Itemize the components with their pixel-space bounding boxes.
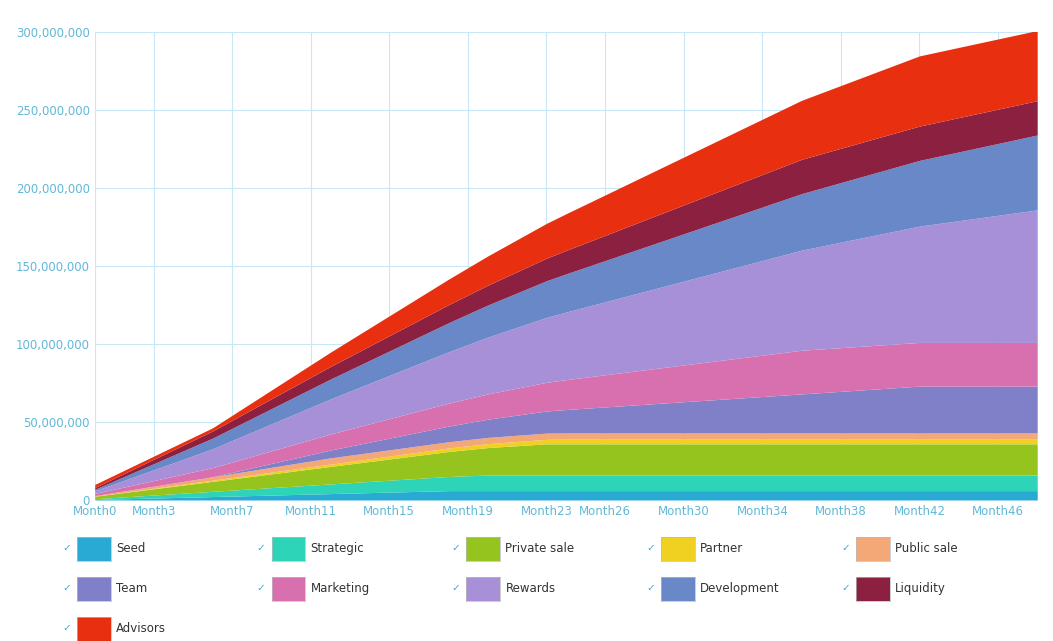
Text: Public sale: Public sale (895, 542, 957, 554)
Text: Partner: Partner (700, 542, 743, 554)
Text: Private sale: Private sale (505, 542, 575, 554)
Text: ✓: ✓ (647, 583, 655, 594)
Text: Rewards: Rewards (505, 582, 556, 595)
Text: ✓: ✓ (841, 543, 850, 553)
Text: Team: Team (116, 582, 147, 595)
Text: Advisors: Advisors (116, 622, 165, 635)
Text: ✓: ✓ (452, 543, 460, 553)
Text: Seed: Seed (116, 542, 145, 554)
Text: Marketing: Marketing (311, 582, 370, 595)
Text: ✓: ✓ (62, 623, 71, 633)
Text: ✓: ✓ (647, 543, 655, 553)
Text: ✓: ✓ (257, 583, 265, 594)
Text: ✓: ✓ (841, 583, 850, 594)
Text: ✓: ✓ (62, 583, 71, 594)
Text: Strategic: Strategic (311, 542, 364, 554)
Text: ✓: ✓ (257, 543, 265, 553)
Text: ✓: ✓ (62, 543, 71, 553)
Text: Liquidity: Liquidity (895, 582, 946, 595)
Text: ✓: ✓ (452, 583, 460, 594)
Text: Development: Development (700, 582, 780, 595)
